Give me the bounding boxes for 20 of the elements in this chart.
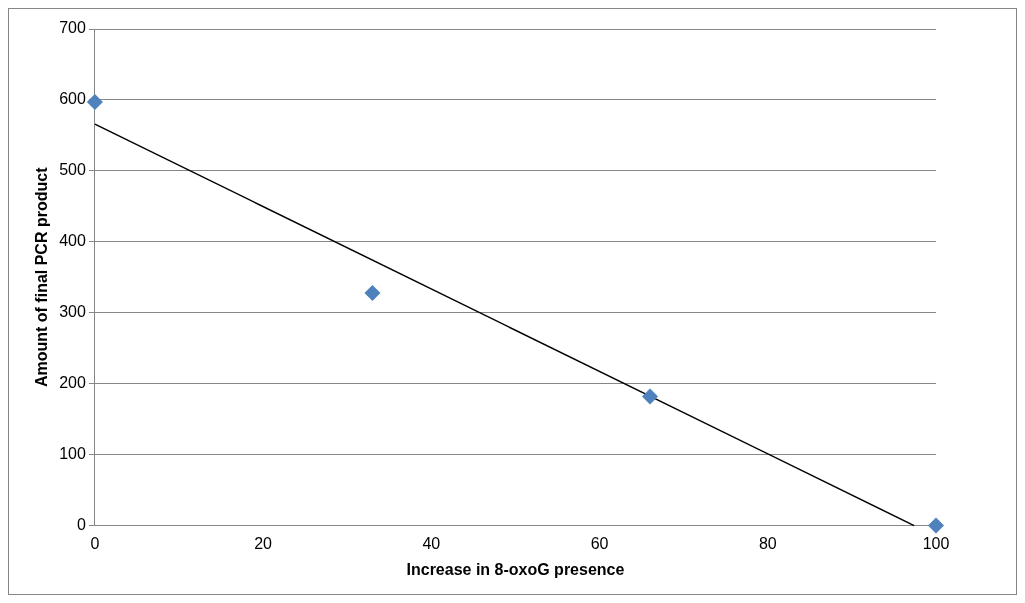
- y-tick-label: 200: [59, 374, 86, 392]
- x-axis-title: Increase in 8-oxoG presence: [406, 560, 625, 578]
- y-tick-label: 600: [59, 90, 86, 108]
- x-tick-label: 100: [922, 534, 950, 552]
- y-tick-label: 500: [59, 161, 86, 179]
- point: [86, 94, 103, 111]
- point: [642, 388, 659, 405]
- x-tick-label: 40: [422, 534, 441, 552]
- y-tick-label: 300: [59, 303, 86, 321]
- y-tick-label: 700: [59, 19, 86, 37]
- x-tick-label: 20: [254, 534, 273, 552]
- x-tick-label: 60: [590, 534, 609, 552]
- y-tick-label: 100: [59, 445, 86, 463]
- x-tick-label: 0: [90, 534, 100, 552]
- y-tick-label: 400: [59, 232, 86, 250]
- point: [364, 284, 381, 301]
- y-axis-title: Amount of final PCR product: [33, 166, 51, 388]
- point: [928, 517, 944, 534]
- y-tick-label: 0: [76, 516, 86, 534]
- x-tick-label: 80: [758, 534, 777, 552]
